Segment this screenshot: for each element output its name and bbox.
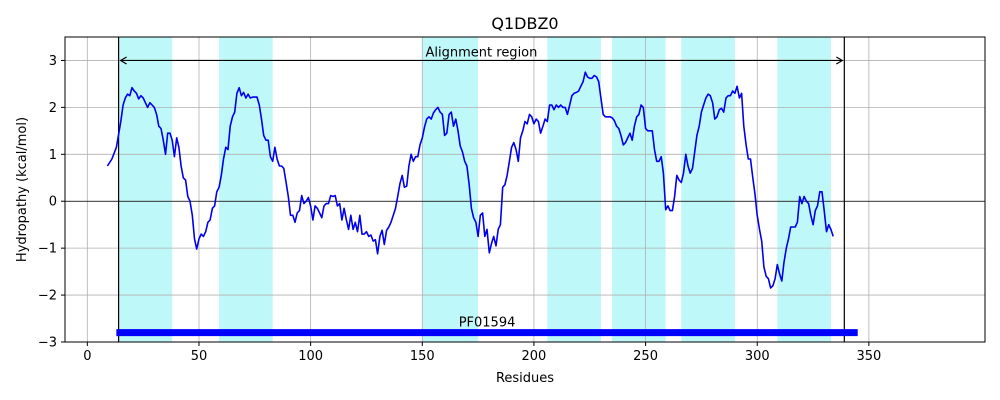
highlight-band-2 bbox=[219, 37, 273, 342]
x-axis-title: Residues bbox=[496, 371, 554, 386]
gridlines bbox=[65, 37, 985, 343]
x-tick-label: 50 bbox=[191, 349, 208, 364]
chart-title: Q1DBZ0 bbox=[491, 14, 558, 33]
y-axis-title: Hydropathy (kcal/mol) bbox=[15, 117, 30, 262]
highlight-band-7 bbox=[777, 37, 831, 342]
y-tick-label: −3 bbox=[38, 336, 57, 351]
x-tick-label: 200 bbox=[522, 349, 547, 364]
highlight-band-4 bbox=[547, 37, 601, 342]
y-tick-label: −1 bbox=[38, 242, 57, 257]
y-axis-ticks: −3 −2 −1 0 1 2 3 bbox=[38, 54, 65, 351]
highlight-band-5 bbox=[612, 37, 666, 342]
x-tick-label: 0 bbox=[83, 349, 91, 364]
alignment-region: Alignment region bbox=[117, 37, 845, 342]
x-tick-label: 150 bbox=[410, 349, 435, 364]
highlighted-regions bbox=[118, 37, 831, 342]
y-tick-label: 2 bbox=[49, 101, 57, 116]
x-tick-label: 300 bbox=[745, 349, 770, 364]
highlight-band-6 bbox=[681, 37, 735, 342]
alignment-arrow-right-head bbox=[836, 56, 844, 65]
plot-frame bbox=[64, 36, 986, 343]
alignment-region-label: Alignment region bbox=[426, 45, 538, 60]
pfam-domain-bar bbox=[116, 329, 858, 337]
hydropathy-series-line bbox=[106, 71, 834, 289]
x-tick-label: 100 bbox=[298, 349, 323, 364]
highlight-band-3 bbox=[422, 37, 479, 342]
y-tick-label: −2 bbox=[38, 289, 57, 304]
pfam-domain-label: PF01594 bbox=[459, 316, 516, 331]
alignment-arrow-left-head bbox=[119, 56, 127, 65]
x-axis-ticks: 0 50 100 150 200 250 300 350 bbox=[83, 342, 881, 364]
y-tick-label: 0 bbox=[49, 195, 57, 210]
y-tick-label: 1 bbox=[49, 148, 57, 163]
highlight-band-1 bbox=[118, 37, 173, 342]
x-tick-label: 350 bbox=[856, 349, 881, 364]
y-tick-label: 3 bbox=[49, 54, 57, 69]
x-tick-label: 250 bbox=[633, 349, 658, 364]
